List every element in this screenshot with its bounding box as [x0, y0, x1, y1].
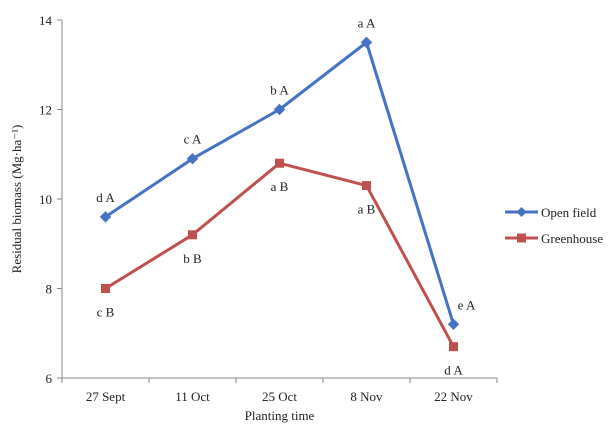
y-axis-title: Residual biomass (Mg·ha⁻¹)	[9, 125, 24, 274]
x-tick-label: 22 Nov	[434, 389, 473, 404]
data-point-1	[447, 318, 460, 331]
data-point-1	[273, 103, 286, 116]
data-point-1	[360, 36, 373, 49]
data-point-1	[99, 211, 112, 223]
data-label: d A	[444, 363, 463, 378]
data-label: d A	[96, 190, 115, 205]
data-label-layer: d A c A b A a A e A c B b B a B a B d A	[96, 15, 476, 377]
y-tick-label: 10	[39, 192, 52, 207]
data-label: c A	[184, 132, 202, 147]
data-point-2	[188, 230, 197, 240]
data-label: b B	[183, 251, 202, 266]
y-tick-label: 14	[39, 13, 53, 28]
y-tick-label: 12	[39, 103, 52, 118]
data-label: b A	[270, 83, 289, 98]
data-point-2	[101, 284, 110, 293]
data-label: a B	[271, 179, 289, 194]
legend-label: Open field	[541, 205, 597, 220]
x-tick-label: 8 Nov	[350, 389, 383, 404]
legend: Open field Greenhouse	[505, 205, 603, 246]
legend-label: Greenhouse	[541, 231, 603, 246]
y-axis-ticks: 6 8 10 12 14	[39, 13, 62, 386]
series-layer	[99, 36, 460, 352]
data-point-2	[362, 181, 371, 191]
data-label: e A	[458, 297, 476, 312]
x-tick-label: 11 Oct	[175, 389, 210, 404]
x-axis-ticks: 27 Sept 11 Oct 25 Oct 8 Nov 22 Nov	[61, 378, 498, 404]
data-point-2	[275, 158, 284, 168]
legend-marker	[516, 207, 527, 217]
x-tick-label: 27 Sept	[86, 389, 126, 404]
data-point-2	[449, 342, 458, 352]
data-label: a A	[358, 15, 376, 30]
y-tick-label: 6	[46, 371, 53, 386]
data-label: a B	[358, 202, 376, 217]
legend-marker	[517, 233, 526, 243]
y-tick-label: 8	[46, 282, 53, 297]
x-axis-title: Planting time	[245, 408, 315, 423]
data-label: c B	[97, 305, 115, 320]
x-tick-label: 25 Oct	[262, 389, 297, 404]
data-point-1	[186, 153, 199, 165]
